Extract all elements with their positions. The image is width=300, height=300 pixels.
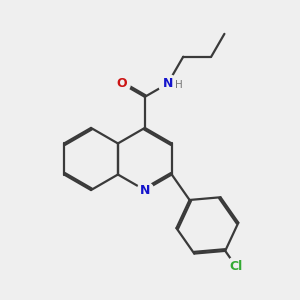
Text: N: N (140, 184, 150, 196)
Text: N: N (163, 77, 173, 90)
Text: O: O (117, 77, 127, 90)
Text: H: H (175, 80, 182, 90)
Text: Cl: Cl (229, 260, 242, 273)
